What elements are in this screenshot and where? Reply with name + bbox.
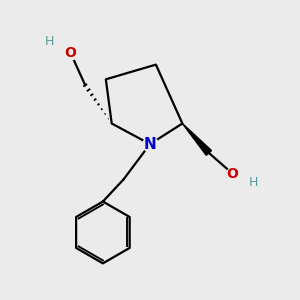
Text: O: O bbox=[64, 46, 76, 60]
Polygon shape bbox=[182, 124, 212, 155]
Text: N: N bbox=[144, 136, 156, 152]
Text: O: O bbox=[226, 167, 238, 181]
Text: H: H bbox=[45, 34, 55, 48]
Text: H: H bbox=[248, 176, 258, 189]
